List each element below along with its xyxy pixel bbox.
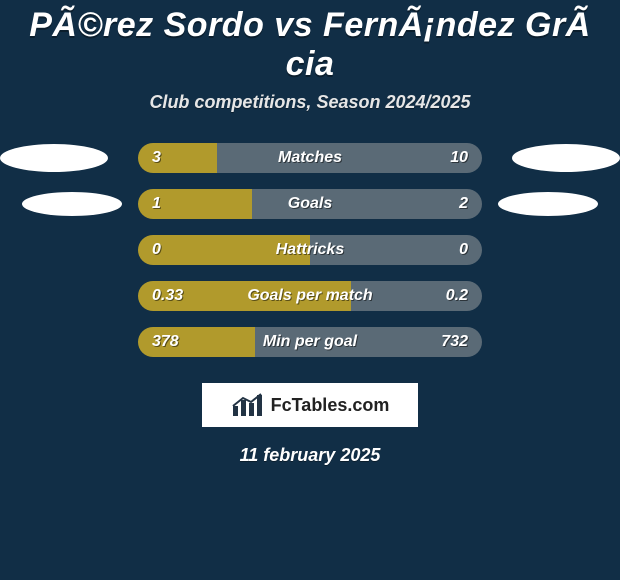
stat-row: 0.330.2Goals per match: [0, 281, 620, 311]
chart-icon: [231, 392, 265, 418]
stat-row: 378732Min per goal: [0, 327, 620, 357]
left-team-marker: [22, 192, 122, 216]
stat-row: 310Matches: [0, 143, 620, 173]
subtitle: Club competitions, Season 2024/2025: [0, 92, 620, 113]
stat-bar: 310Matches: [138, 143, 482, 173]
stat-bar: 00Hattricks: [138, 235, 482, 265]
stat-row: 00Hattricks: [0, 235, 620, 265]
stat-bar: 378732Min per goal: [138, 327, 482, 357]
stat-label: Hattricks: [138, 235, 482, 265]
stat-row: 12Goals: [0, 189, 620, 219]
stat-label: Min per goal: [138, 327, 482, 357]
footer-date: 11 february 2025: [0, 445, 620, 466]
stat-label: Goals: [138, 189, 482, 219]
brand-text: FcTables.com: [271, 395, 390, 416]
right-team-marker: [512, 144, 620, 172]
brand-logo: FcTables.com: [202, 383, 418, 427]
stat-label: Goals per match: [138, 281, 482, 311]
stat-bar: 0.330.2Goals per match: [138, 281, 482, 311]
stat-label: Matches: [138, 143, 482, 173]
right-team-marker: [498, 192, 598, 216]
page-title: PÃ©rez Sordo vs FernÃ¡ndez GrÃ cia: [0, 6, 620, 84]
comparison-card: PÃ©rez Sordo vs FernÃ¡ndez GrÃ cia Club …: [0, 0, 620, 580]
stat-bar: 12Goals: [138, 189, 482, 219]
stats-list: 310Matches 12Goals 00Hattricks 0.330.2Goals…: [0, 143, 620, 357]
left-team-marker: [0, 144, 108, 172]
